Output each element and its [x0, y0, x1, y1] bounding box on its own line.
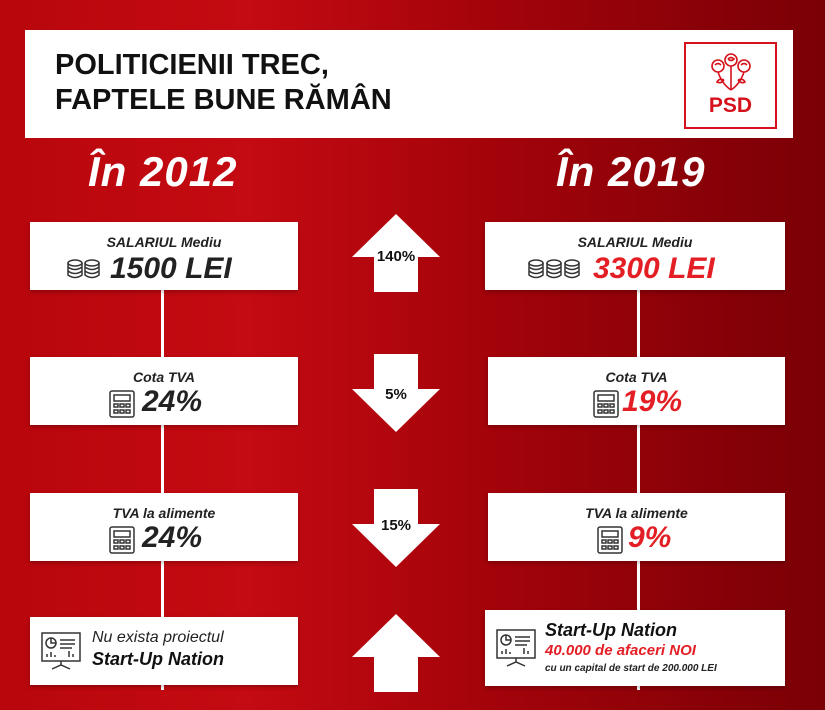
- arrow-down-icon: [352, 354, 440, 432]
- arrow-down-icon: [352, 489, 440, 567]
- psd-logo: PSD: [684, 42, 777, 129]
- calculator-icon: [593, 390, 619, 418]
- card-startup-2012: Nu exista proiectul Start-Up Nation: [30, 617, 298, 685]
- presentation-board-icon: [496, 629, 536, 667]
- vat-label: Cota TVA: [133, 369, 195, 385]
- arrow-up-icon: [352, 614, 440, 692]
- coins-icon: [67, 259, 100, 279]
- salary-label: SALARIUL Mediu: [106, 234, 222, 250]
- coins-icon: [528, 259, 580, 279]
- food-vat-label: TVA la alimente: [585, 505, 688, 521]
- calculator-icon: [109, 390, 135, 418]
- salary-value: 3300 LEI: [593, 252, 715, 285]
- card-food-vat-2019: TVA la alimente 9%: [488, 493, 785, 561]
- card-food-vat-2012: TVA la alimente 24%: [30, 493, 298, 561]
- vat-value: 19%: [622, 385, 683, 418]
- card-startup-2019: Start-Up Nation 40.000 de afaceri NOI cu…: [485, 610, 785, 686]
- card-salary-2012: SALARIUL Mediu 1500 LEI: [30, 222, 298, 290]
- startup-businesses: 40.000 de afaceri NOI: [545, 642, 696, 659]
- year-right: În 2019: [556, 148, 706, 195]
- vat-change: 5%: [385, 386, 407, 403]
- calculator-icon: [597, 526, 623, 554]
- arrow-down-food-vat: 15%: [350, 487, 442, 569]
- logo-text: PSD: [708, 94, 753, 117]
- food-vat-value: 24%: [142, 521, 203, 554]
- presentation-board-icon: [41, 632, 81, 670]
- startup-capital: cu un capital de start de 200.000 LEI: [545, 663, 717, 674]
- salary-change: 140%: [376, 248, 416, 265]
- card-salary-2019: SALARIUL Mediu 3300 LEI: [485, 222, 785, 290]
- title-line-2: FAPTELE BUNE RĂMÂN: [55, 84, 392, 116]
- connector-right: [637, 290, 640, 690]
- salary-value: 1500 LEI: [110, 252, 232, 285]
- vat-value: 24%: [142, 385, 203, 418]
- food-vat-change: 15%: [380, 517, 412, 534]
- year-left: În 2012: [88, 148, 238, 195]
- card-vat-2012: Cota TVA 24%: [30, 357, 298, 425]
- salary-label: SALARIUL Mediu: [577, 234, 693, 250]
- food-vat-label: TVA la alimente: [112, 505, 216, 521]
- startup-title: Start-Up Nation: [545, 620, 677, 640]
- arrow-up-icon: [352, 214, 440, 292]
- connector-left: [161, 290, 164, 690]
- arrow-up-startup: [350, 612, 442, 694]
- roses-icon: [711, 53, 751, 91]
- arrow-up-salary: 140%: [350, 212, 442, 294]
- startup-line1: Nu exista proiectul: [92, 629, 224, 646]
- card-vat-2019: Cota TVA 19%: [488, 357, 785, 425]
- title-line-1: POLITICIENII TREC,: [55, 49, 329, 81]
- food-vat-value: 9%: [628, 521, 672, 554]
- header-banner: [25, 30, 793, 138]
- calculator-icon: [109, 526, 135, 554]
- arrow-down-vat: 5%: [350, 352, 442, 434]
- vat-label: Cota TVA: [605, 369, 668, 385]
- startup-line2: Start-Up Nation: [92, 649, 224, 669]
- page-title: POLITICIENII TREC, FAPTELE BUNE RĂMÂN: [55, 48, 392, 118]
